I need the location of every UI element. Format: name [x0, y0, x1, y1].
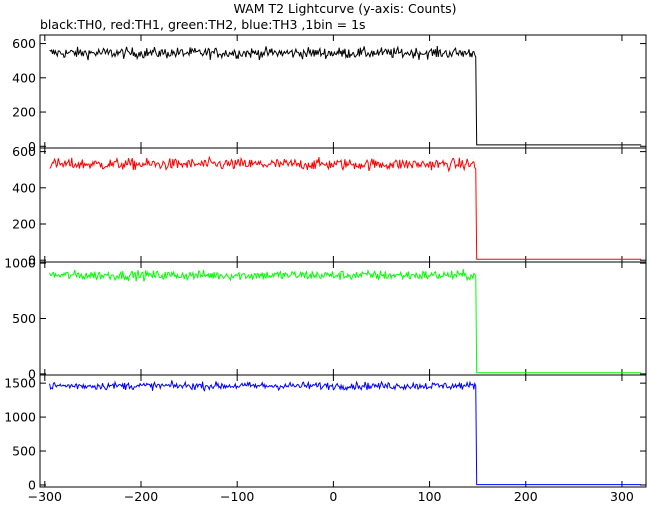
y-tick-label: 500: [12, 311, 36, 326]
y-tick-label: 400: [12, 70, 36, 85]
series-line-2: [49, 268, 642, 374]
y-tick-label: 1500: [4, 376, 36, 391]
x-tick-label: 300: [610, 489, 634, 504]
x-tick-label: −300: [28, 489, 62, 504]
y-tick-label: 600: [12, 144, 36, 159]
x-axis: −300 −200 −100 0 100 200 300: [28, 489, 634, 504]
x-tick-label: −200: [124, 489, 158, 504]
series-line-0: [49, 45, 642, 146]
chart-subtitle: black:TH0, red:TH1, green:TH2, blue:TH3 …: [40, 17, 366, 32]
y-tick-label: 200: [12, 105, 36, 120]
panel-3: 0 500 1000 1500: [4, 374, 647, 492]
y-tick-label: 0: [28, 477, 36, 492]
series-line-1: [49, 155, 642, 260]
x-tick-label: 100: [418, 489, 442, 504]
x-tick-label: −100: [220, 489, 254, 504]
chart-title: WAM T2 Lightcurve (y-axis: Counts): [233, 1, 456, 16]
panel-0: 0 200 400 600: [12, 34, 647, 154]
y-tick-label: 0: [28, 139, 36, 154]
y-tick-label: 600: [12, 36, 36, 51]
y-tick-label: 1000: [4, 256, 36, 271]
y-tick-label: 400: [12, 180, 36, 195]
y-tick-label: 0: [28, 366, 36, 381]
series-line-3: [49, 380, 642, 486]
panel-frame: [39, 374, 647, 488]
y-tick-label: 0: [28, 253, 36, 268]
y-tick-label: 200: [12, 217, 36, 232]
y-tick-label: 500: [12, 444, 36, 459]
x-tick-label: 200: [514, 489, 538, 504]
x-tick-label: 0: [329, 489, 337, 504]
panel-1: 0 200 400 600: [12, 144, 647, 268]
y-tick-label: 1000: [4, 410, 36, 425]
panel-2: 0 500 1000: [4, 256, 647, 381]
panel-frame: [39, 261, 647, 376]
